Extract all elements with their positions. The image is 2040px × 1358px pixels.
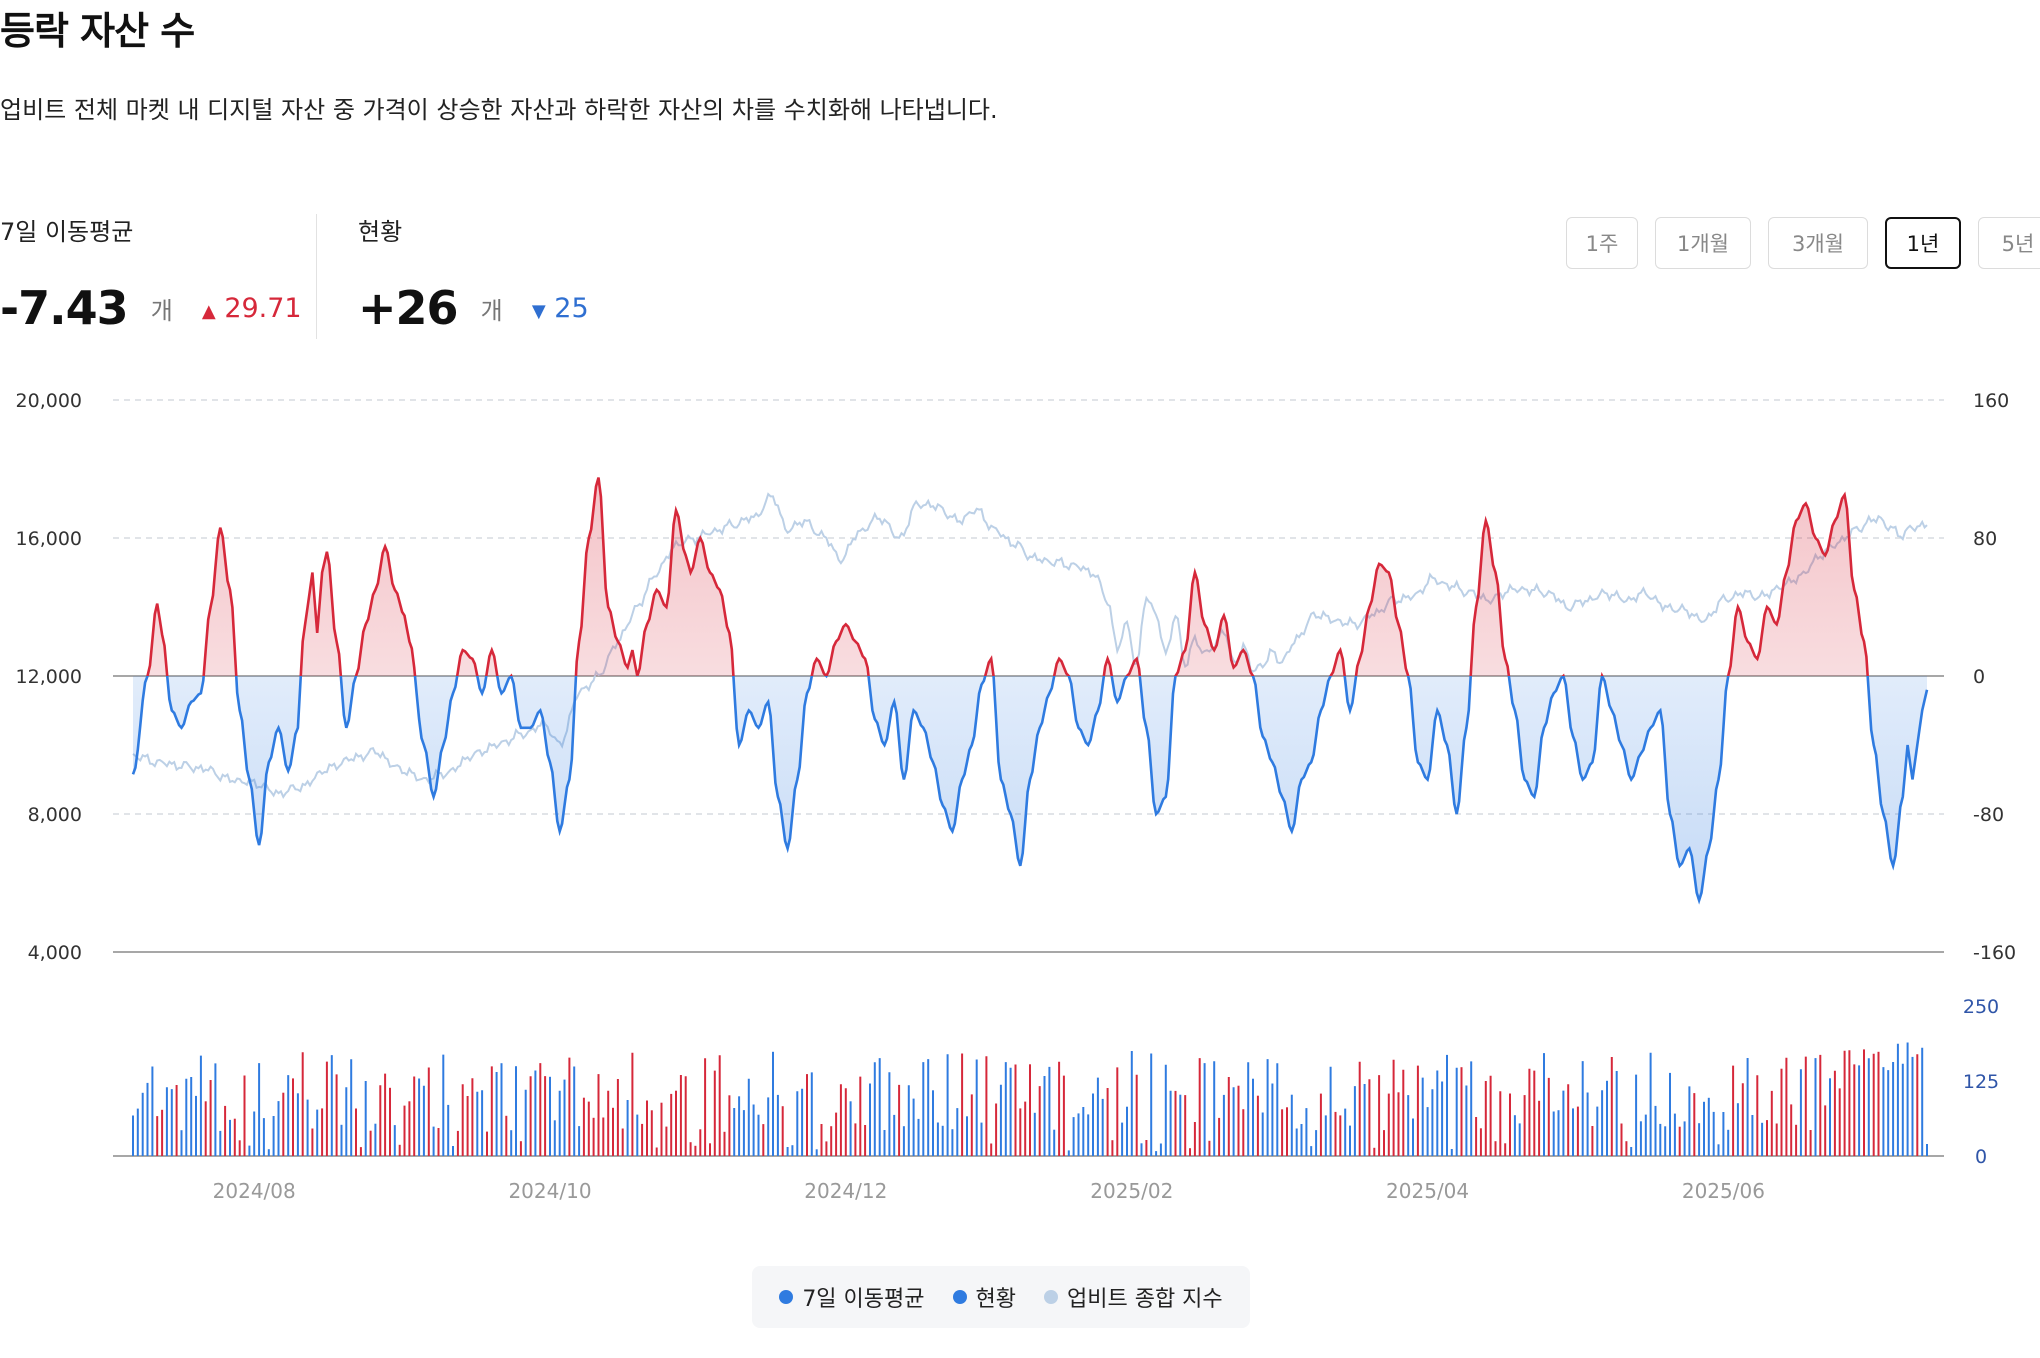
left-axis-tick-label: 12,000 bbox=[16, 666, 82, 688]
x-axis-labels: 2024/08 2024/10 2024/12 2025/02 2025/04 2025/… bbox=[213, 1179, 1765, 1203]
legend-label: 업비트 종합 지수 bbox=[1067, 1287, 1223, 1312]
current-label: 현황 bbox=[358, 218, 403, 246]
legend-dot-icon bbox=[1044, 1290, 1058, 1304]
axis-labels: 20,000 16,000 12,000 8,000 4,000 160 80 0 -80 -16… bbox=[16, 390, 2017, 1168]
moving-average-change-value: 29.71 bbox=[224, 292, 302, 324]
left-axis-tick-label: 16,000 bbox=[16, 528, 82, 550]
current-value: +26 bbox=[358, 281, 459, 335]
bar-axis-tick-label: 0 bbox=[1975, 1146, 1987, 1168]
page-title: 등락 자산 수 bbox=[0, 9, 195, 53]
bar-axis-tick-label: 250 bbox=[1963, 996, 1999, 1018]
x-tick-label: 2024/10 bbox=[508, 1179, 591, 1203]
advance-decline-chart[interactable]: 20,000 16,000 12,000 8,000 4,000 160 80 0 -80 -16… bbox=[0, 370, 2040, 1220]
bar-axis-tick-label: 125 bbox=[1963, 1071, 1999, 1093]
right-axis-tick-label: -160 bbox=[1973, 942, 2016, 964]
current-stat: 현황 +26 개 ▼ 25 bbox=[358, 212, 589, 335]
right-axis-tick-label: 0 bbox=[1973, 666, 1985, 688]
x-tick-label: 2024/08 bbox=[213, 1179, 296, 1203]
tab-1y[interactable]: 1년 bbox=[1885, 217, 1961, 269]
x-tick-label: 2024/12 bbox=[804, 1179, 887, 1203]
tab-1w[interactable]: 1주 bbox=[1566, 217, 1638, 269]
legend-dot-icon bbox=[779, 1290, 794, 1304]
moving-average-line bbox=[131, 477, 1929, 905]
current-unit: 개 bbox=[480, 296, 503, 325]
legend-item-current[interactable]: 현황 bbox=[952, 1281, 1016, 1313]
left-axis-tick-label: 20,000 bbox=[16, 390, 82, 412]
triangle-up-icon: ▲ bbox=[201, 300, 216, 322]
right-axis-tick-label: 160 bbox=[1973, 390, 2009, 412]
stat-divider bbox=[316, 214, 317, 339]
page-description: 업비트 전체 마켓 내 디지털 자산 중 가격이 상승한 자산과 하락한 자산의… bbox=[0, 96, 998, 124]
moving-average-change: ▲ 29.71 bbox=[202, 293, 302, 324]
range-tabs: 1주 1개월 3개월 1년 5년 bbox=[1566, 217, 2040, 269]
chart-legend: 7일 이동평균 현황 업비트 종합 지수 bbox=[752, 1266, 1250, 1328]
legend-dot-icon bbox=[952, 1290, 967, 1304]
x-tick-label: 2025/06 bbox=[1682, 1179, 1765, 1203]
current-change-value: 25 bbox=[554, 292, 589, 324]
current-change: ▼ 25 bbox=[532, 293, 589, 324]
legend-item-upbit-index[interactable]: 업비트 종합 지수 bbox=[1044, 1281, 1223, 1313]
tab-5y[interactable]: 5년 bbox=[1978, 217, 2040, 269]
right-axis-tick-label: -80 bbox=[1973, 804, 2004, 826]
legend-item-moving-average[interactable]: 7일 이동평균 bbox=[779, 1281, 925, 1313]
legend-label: 7일 이동평균 bbox=[802, 1287, 925, 1312]
x-tick-label: 2025/02 bbox=[1090, 1179, 1173, 1203]
moving-average-stat: 7일 이동평균 -7.43 개 ▲ 29.71 bbox=[0, 212, 302, 335]
legend-label: 현황 bbox=[975, 1287, 1016, 1312]
left-axis-tick-label: 4,000 bbox=[28, 942, 82, 964]
x-tick-label: 2025/04 bbox=[1386, 1179, 1469, 1203]
left-axis-tick-label: 8,000 bbox=[28, 804, 82, 826]
fall-area bbox=[133, 676, 1927, 901]
moving-average-label: 7일 이동평균 bbox=[0, 218, 134, 246]
tab-1m[interactable]: 1개월 bbox=[1655, 217, 1751, 269]
moving-average-unit: 개 bbox=[150, 296, 173, 325]
daily-count-bars bbox=[132, 1042, 1928, 1156]
triangle-down-icon: ▼ bbox=[531, 300, 546, 322]
right-axis-tick-label: 80 bbox=[1973, 528, 1997, 550]
moving-average-fall-segment bbox=[131, 676, 1929, 905]
tab-3m[interactable]: 3개월 bbox=[1768, 217, 1868, 269]
moving-average-value: -7.43 bbox=[0, 281, 129, 335]
